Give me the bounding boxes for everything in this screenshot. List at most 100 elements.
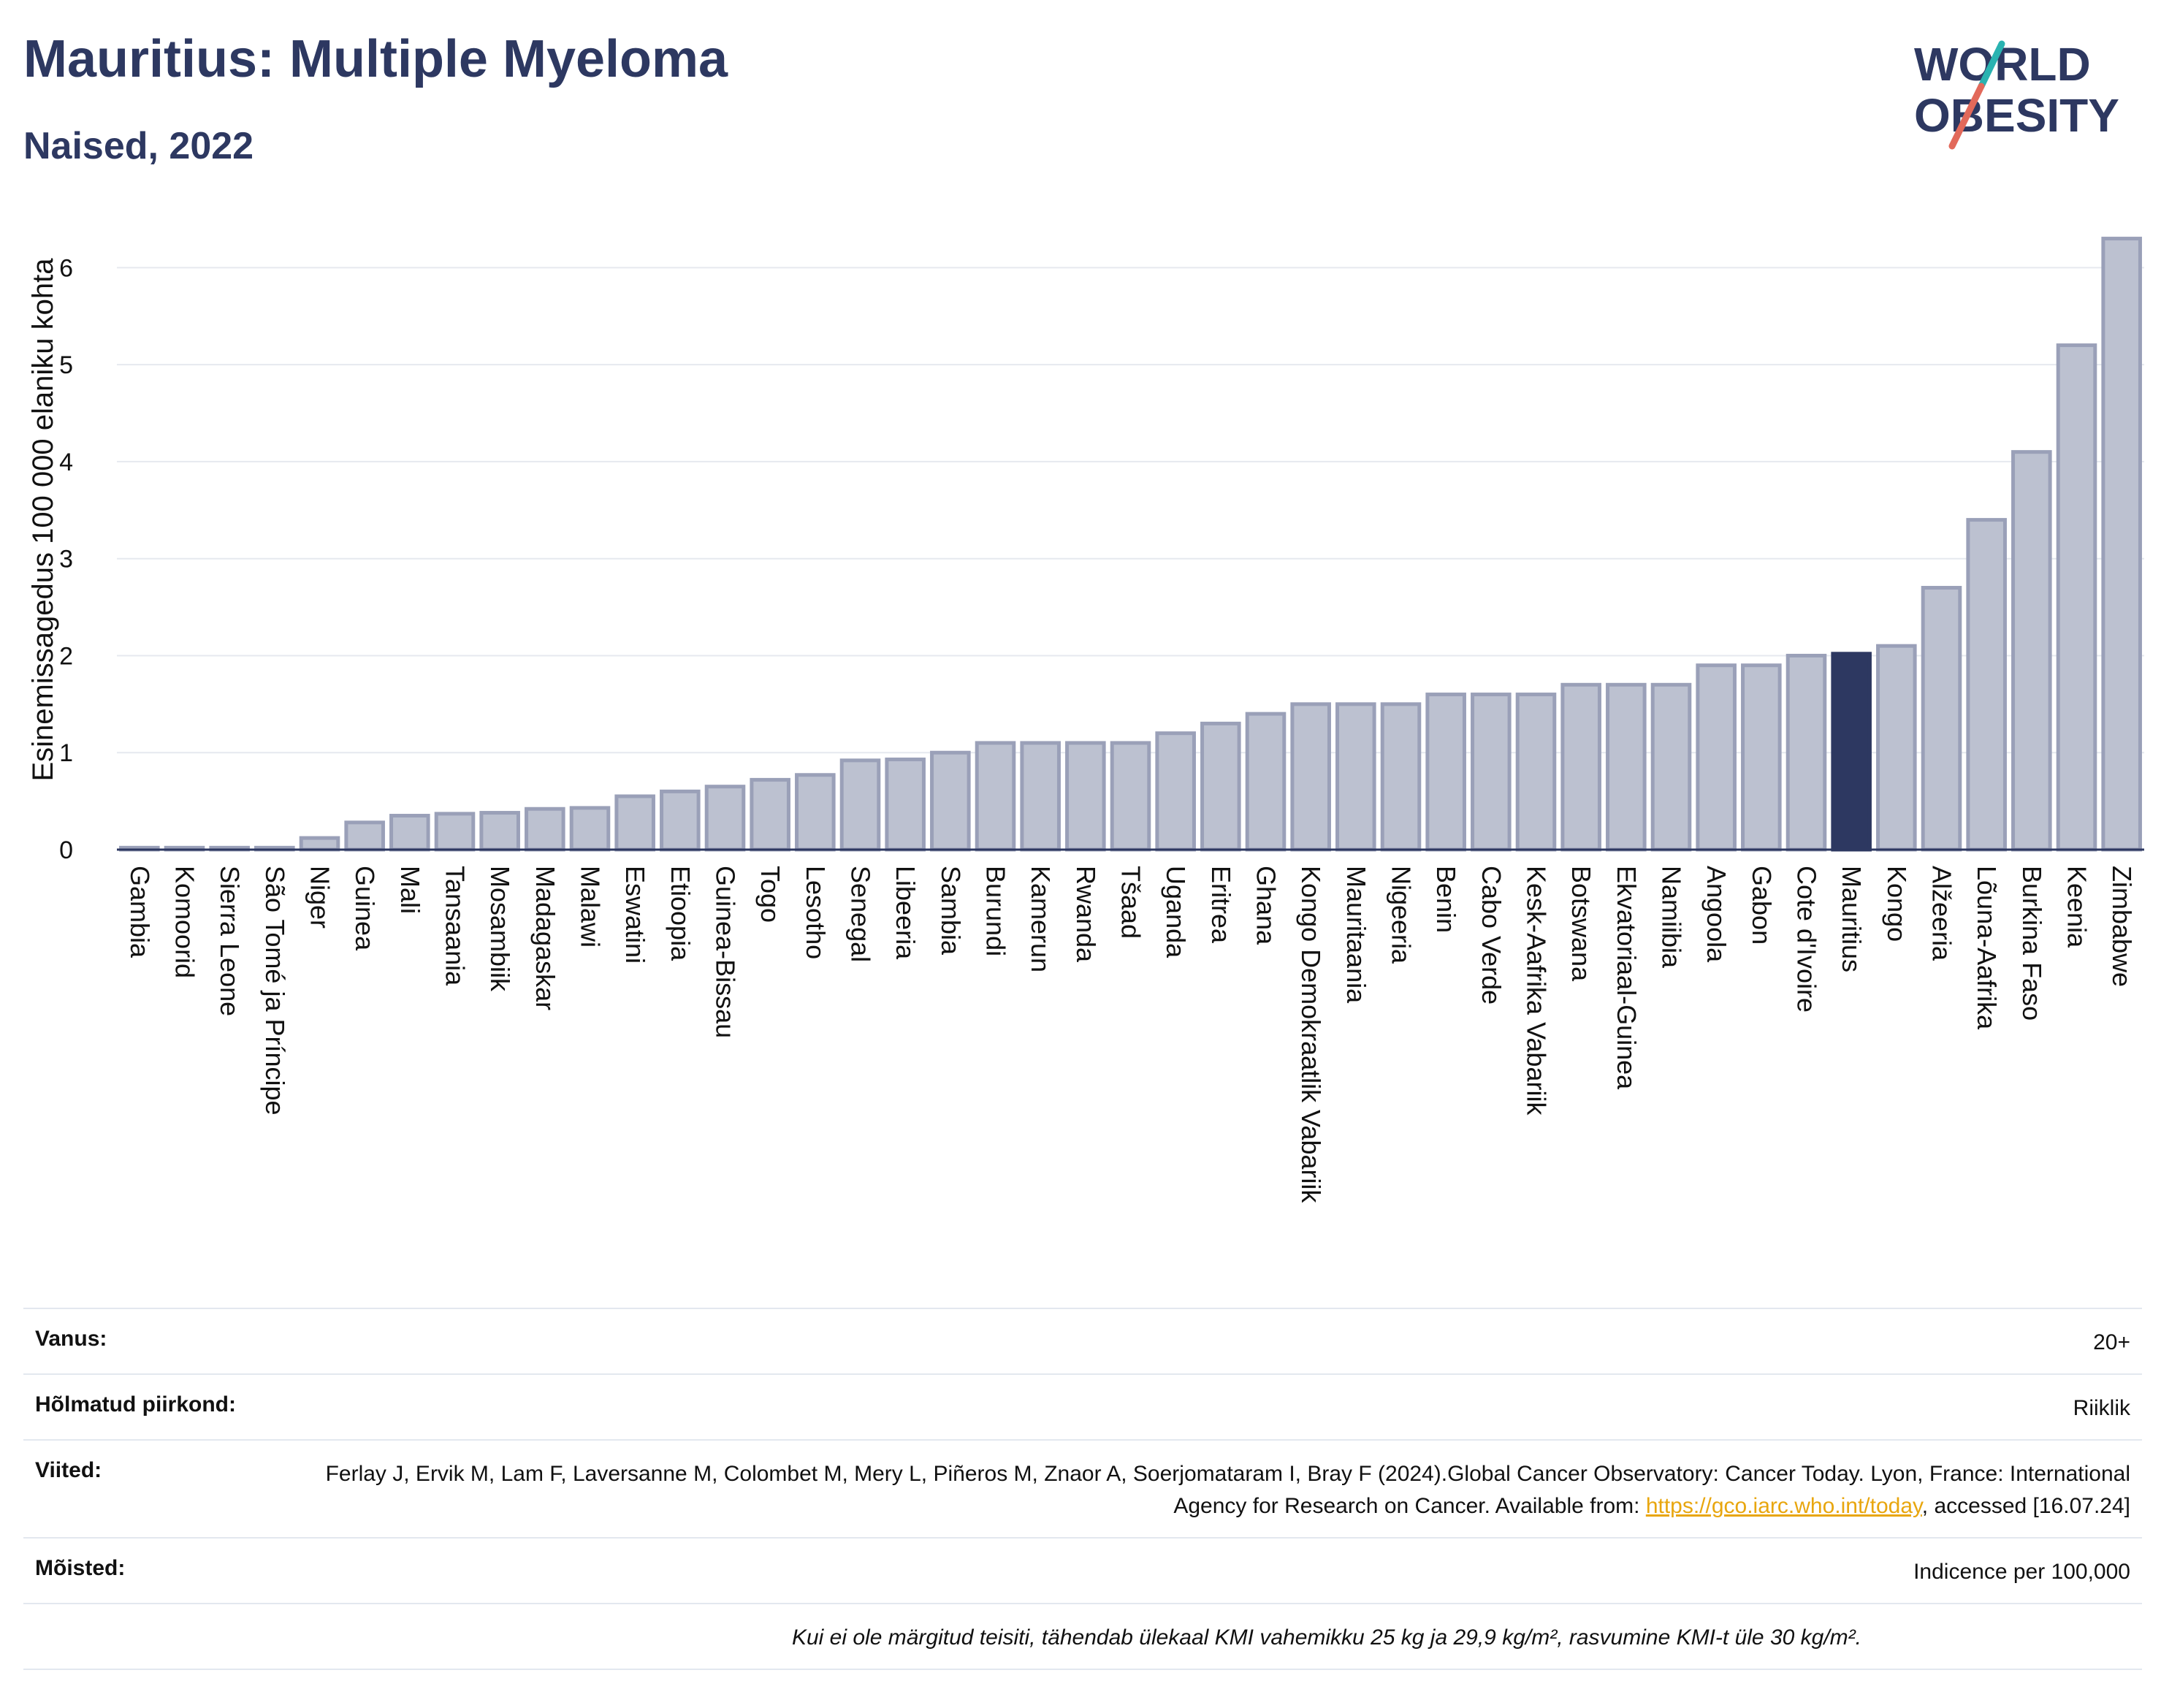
x-tick-label: Botswana [1566, 866, 1596, 982]
y-tick-label: 3 [59, 546, 73, 573]
x-tick-label: Guinea [350, 866, 380, 951]
logo-slash-teal [1978, 40, 2005, 90]
bar-kongo-demokraatlik-vabariik [1290, 702, 1331, 852]
x-tick-label: Tansaania [441, 866, 470, 986]
references-label: Viited: [35, 1458, 102, 1482]
y-axis-ticks: 0 1 2 3 4 5 6 [59, 254, 73, 864]
x-tick-label: Mali [395, 866, 425, 914]
bar-kongo [1876, 644, 1917, 852]
x-tick-label: Togo [755, 866, 785, 923]
x-tick-label: Mauritius [1837, 866, 1867, 972]
meta-row-age: Vanus: 20+ [23, 1308, 2142, 1373]
y-tick-label: 6 [59, 254, 73, 282]
x-tick-label: Niger [305, 866, 335, 929]
bar-ekvatoriaal-guinea [1606, 682, 1647, 852]
x-tick-label: Etioopia [666, 866, 695, 961]
y-axis-label: Esinemissagedus 100 000 elaniku kohta [27, 258, 59, 782]
bar-ghana [1245, 712, 1287, 852]
logo-slash-coral [1948, 83, 1985, 150]
x-tick-label: Uganda [1161, 866, 1191, 958]
definitions-value: Indicence per 100,000 [1913, 1560, 2130, 1584]
bar-uganda [1155, 731, 1196, 852]
x-tick-label: Guinea-Bissau [711, 866, 741, 1038]
x-tick-label: Eswatini [620, 866, 650, 964]
bar-botswana [1560, 682, 1601, 852]
bar-eswatini [614, 794, 655, 852]
world-obesity-logo: WORLD OBESITY [1914, 38, 2119, 150]
bar-malawi [569, 806, 611, 852]
bar-guinea-bissau [704, 785, 746, 852]
bmi-note: Kui ei ole märgitud teisiti, tähendab ül… [791, 1625, 1861, 1650]
bar-al-eeria [1921, 586, 1962, 852]
bar-mali [389, 814, 430, 852]
bar-cabo-verde [1471, 693, 1512, 852]
bar-togo [750, 777, 790, 852]
meta-row-references: Viited: Ferlay J, Ervik M, Lam F, Lavers… [23, 1439, 2142, 1537]
x-axis-labels: Gambia Komoorid Sierra Leone São Tomé ja Pr… [125, 866, 2137, 1204]
references-link[interactable]: https://gco.iarc.who.int/today [1645, 1494, 1922, 1518]
bar-angoola [1696, 663, 1737, 852]
bar-burkina-faso [2011, 450, 2052, 852]
age-label: Vanus: [35, 1327, 107, 1351]
y-tick-label: 2 [59, 642, 73, 670]
definitions-label: Mõisted: [35, 1556, 126, 1580]
bar-namiibia [1650, 682, 1692, 852]
x-tick-label: Kamerun [1026, 866, 1056, 972]
bar-t-aad [1110, 741, 1151, 852]
meta-row-note: Kui ei ole märgitud teisiti, tähendab ül… [23, 1603, 2142, 1669]
x-tick-label: Burundi [981, 866, 1011, 956]
bar-libeeria [885, 758, 926, 852]
x-tick-label: Cote d'Ivoire [1792, 866, 1822, 1013]
x-tick-label: Rwanda [1071, 866, 1101, 963]
bar-rwanda [1065, 741, 1106, 852]
metadata-table: Vanus: 20+ Hõlmatud piirkond: Riiklik Vi… [23, 1308, 2142, 1670]
bar-nigeeria [1380, 702, 1422, 852]
x-tick-label: Zimbabwe [2107, 866, 2137, 987]
x-tick-label: Gabon [1747, 866, 1777, 945]
x-tick-label: Tšaad [1116, 866, 1146, 939]
x-tick-label: Sierra Leone [215, 866, 245, 1016]
x-tick-label: Kongo Demokraatlik Vabariik [1296, 866, 1326, 1204]
bar-cote-d-ivoire [1785, 653, 1827, 852]
references-text: Ferlay J, Ervik M, Lam F, Laversanne M, … [325, 1462, 2130, 1518]
bar-eritrea [1200, 721, 1241, 852]
x-tick-label: Mosambiik [485, 866, 515, 992]
x-tick-label: Gambia [125, 866, 155, 958]
bar-keenia [2056, 343, 2097, 852]
y-tick-label: 4 [59, 449, 73, 476]
bar-etioopia [660, 789, 701, 852]
x-tick-label: Nigeeria [1387, 866, 1417, 964]
bar-chart: 0 1 2 3 4 5 6 Gambia Komoorid Sierra Leone São To… [27, 237, 2144, 1204]
region-label: Hõlmatud piirkond: [35, 1392, 236, 1417]
bar-gabon [1741, 663, 1782, 852]
x-tick-label: Ekvatoriaal-Guinea [1612, 866, 1642, 1090]
logo-line2: OBESITY [1914, 89, 2119, 142]
x-tick-label: Alžeeria [1927, 866, 1957, 961]
bar-mauritaania [1335, 702, 1376, 852]
meta-row-definitions: Mõisted: Indicence per 100,000 [23, 1537, 2142, 1603]
x-tick-label: São Tomé ja Príncipe [260, 866, 290, 1116]
x-tick-label: Komoorid [170, 866, 200, 978]
bar-niger [299, 836, 340, 852]
age-value: 20+ [2093, 1330, 2130, 1354]
bar-tansaania [434, 812, 476, 852]
x-tick-label: Libeeria [891, 866, 921, 960]
bar-guinea [344, 820, 385, 852]
bar-benin [1425, 693, 1466, 852]
x-tick-label: Madagaskar [530, 866, 560, 1010]
x-tick-label: Sambia [936, 866, 966, 956]
x-tick-label: Ghana [1251, 866, 1281, 945]
meta-row-region: Hõlmatud piirkond: Riiklik [23, 1373, 2142, 1439]
y-tick-label: 5 [59, 351, 73, 379]
bar-kamerun [1020, 741, 1061, 852]
meta-divider [23, 1669, 2142, 1670]
bar-senegal [839, 758, 881, 852]
x-tick-label: Namiibia [1657, 866, 1687, 969]
page-subtitle: Naised, 2022 [23, 125, 254, 167]
x-tick-label: Malawi [576, 866, 606, 948]
x-tick-label: Senegal [846, 866, 876, 962]
x-tick-label: Eritrea [1206, 866, 1236, 944]
x-tick-label: Cabo Verde [1476, 866, 1506, 1004]
x-tick-label: Benin [1431, 866, 1461, 933]
bar-madagaskar [525, 807, 565, 852]
